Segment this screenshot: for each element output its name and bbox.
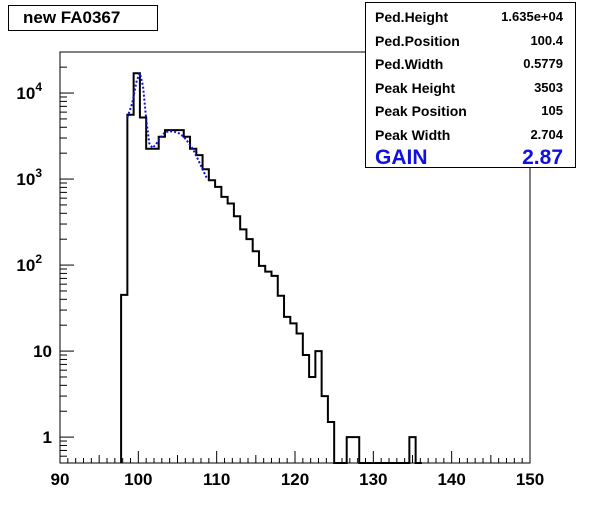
stat-value: 100.4	[530, 33, 563, 48]
y-tick-label: 104	[16, 80, 42, 103]
stat-value: 0.5779	[523, 56, 563, 71]
x-tick-label: 90	[51, 470, 70, 489]
stat-ped-width: Ped.Width 0.5779	[366, 56, 575, 80]
y-tick-label: 1	[43, 428, 52, 447]
stat-value: 3503	[534, 80, 563, 95]
stats-box: Ped.Height 1.635e+04 Ped.Position 100.4 …	[365, 2, 576, 170]
stat-name: Peak Width	[375, 127, 451, 143]
stat-gain: GAIN 2.87	[366, 146, 575, 170]
stat-ped-height: Ped.Height 1.635e+04	[366, 9, 575, 33]
stat-peak-height: Peak Height 3503	[366, 80, 575, 104]
stat-value: 2.704	[530, 127, 563, 142]
stat-value: 105	[541, 103, 563, 118]
stat-value: 2.87	[522, 146, 563, 169]
x-tick-label: 150	[516, 470, 544, 489]
x-tick-label: 110	[203, 470, 230, 489]
stat-name: Ped.Height	[375, 9, 449, 25]
histogram-title: new FA0367	[8, 5, 158, 31]
x-tick-label: 140	[437, 470, 465, 489]
stat-peak-width: Peak Width 2.704	[366, 127, 575, 151]
histogram-line	[120, 72, 422, 464]
x-tick-label: 120	[281, 470, 309, 489]
y-tick-label: 102	[16, 252, 42, 275]
y-tick-label: 10	[33, 342, 52, 361]
stat-ped-position: Ped.Position 100.4	[366, 33, 575, 57]
stat-name: Ped.Width	[375, 56, 444, 72]
stat-name: Peak Position	[375, 103, 467, 119]
stat-name: Peak Height	[375, 80, 456, 96]
stat-name: Ped.Position	[375, 33, 460, 49]
x-tick-label: 100	[124, 470, 152, 489]
y-tick-label: 103	[16, 166, 42, 189]
fit-curve	[126, 70, 209, 180]
x-tick-label: 130	[359, 470, 387, 489]
stat-value: 1.635e+04	[501, 9, 563, 24]
stat-name: GAIN	[375, 146, 428, 169]
stat-peak-position: Peak Position 105	[366, 103, 575, 127]
